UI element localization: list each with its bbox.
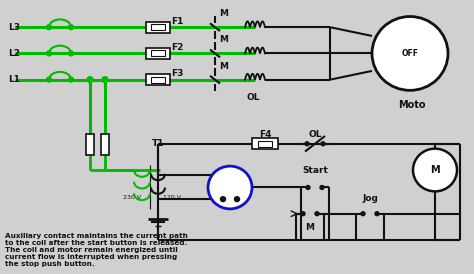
Text: M: M (306, 223, 315, 232)
Text: Start: Start (302, 165, 328, 175)
Text: OL: OL (308, 130, 322, 139)
Text: M: M (219, 9, 228, 18)
Text: L1: L1 (8, 75, 20, 84)
Text: M: M (430, 165, 440, 175)
Text: 230 V: 230 V (123, 195, 141, 200)
Circle shape (69, 51, 73, 56)
Circle shape (46, 25, 52, 30)
Text: Moto: Moto (398, 100, 426, 110)
Text: Auxiliary contact maintains the current path
to the coil after the start button : Auxiliary contact maintains the current … (5, 233, 188, 267)
Circle shape (315, 212, 319, 216)
Circle shape (220, 197, 226, 202)
Text: OFF: OFF (401, 49, 419, 58)
FancyBboxPatch shape (151, 77, 164, 82)
FancyBboxPatch shape (146, 48, 170, 59)
FancyBboxPatch shape (146, 74, 170, 85)
Text: L2: L2 (8, 49, 20, 58)
Circle shape (46, 51, 52, 56)
Circle shape (305, 142, 309, 146)
Circle shape (69, 25, 73, 30)
Text: 120 V: 120 V (163, 195, 181, 200)
Circle shape (69, 77, 73, 82)
Circle shape (413, 149, 457, 191)
FancyBboxPatch shape (151, 50, 164, 56)
Text: T1: T1 (152, 139, 164, 148)
Text: Stop: Stop (219, 179, 241, 188)
Text: L3: L3 (8, 23, 20, 32)
FancyBboxPatch shape (101, 134, 109, 155)
Circle shape (321, 142, 325, 146)
Circle shape (208, 166, 252, 209)
FancyBboxPatch shape (146, 22, 170, 33)
Circle shape (301, 212, 305, 216)
Text: F1: F1 (171, 17, 183, 26)
FancyBboxPatch shape (258, 141, 272, 147)
Text: M: M (219, 62, 228, 71)
FancyBboxPatch shape (151, 24, 164, 30)
Text: F4: F4 (259, 130, 271, 139)
Circle shape (372, 16, 448, 90)
Circle shape (375, 212, 379, 216)
Circle shape (361, 212, 365, 216)
Circle shape (46, 77, 52, 82)
Text: M: M (219, 35, 228, 44)
Circle shape (102, 77, 108, 82)
Circle shape (235, 197, 239, 202)
Circle shape (320, 185, 324, 189)
FancyBboxPatch shape (252, 138, 278, 149)
Circle shape (87, 77, 93, 82)
Text: OL: OL (247, 93, 261, 102)
Circle shape (306, 185, 310, 189)
Text: F2: F2 (171, 43, 183, 52)
Text: Jog: Jog (362, 194, 378, 203)
Text: F3: F3 (171, 69, 183, 78)
FancyBboxPatch shape (86, 134, 94, 155)
